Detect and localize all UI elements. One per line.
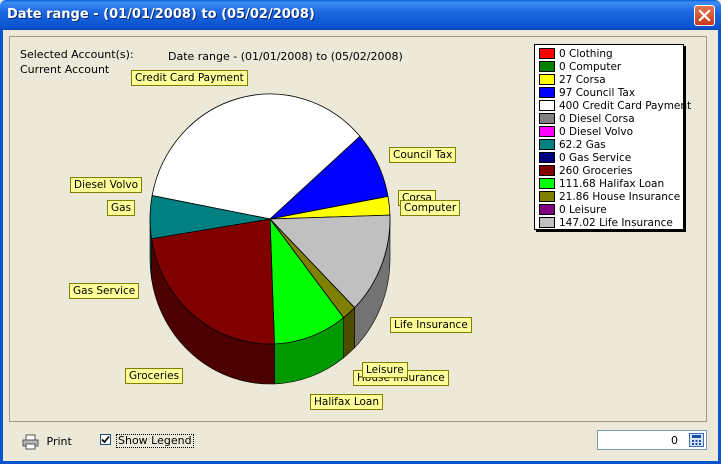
legend-swatch xyxy=(539,73,555,85)
checkmark-icon xyxy=(101,435,110,444)
calculator-icon xyxy=(692,435,701,445)
legend-swatch xyxy=(539,86,555,98)
show-legend-checkbox[interactable] xyxy=(100,434,111,445)
legend-swatch xyxy=(539,138,555,150)
legend-swatch xyxy=(539,216,555,228)
legend-swatch xyxy=(539,164,555,176)
close-icon xyxy=(698,9,711,22)
slice-label-halifax-loan: Halifax Loan xyxy=(310,394,384,410)
legend-item: 62.2 Gas xyxy=(539,138,606,152)
legend-item: 27 Corsa xyxy=(539,73,606,87)
slice-label-diesel-volvo: Diesel Volvo xyxy=(70,177,142,193)
legend-item: 260 Groceries xyxy=(539,164,633,178)
print-label: Print xyxy=(46,435,72,448)
legend-label: 0 Leisure xyxy=(559,204,607,216)
legend-item: 0 Leisure xyxy=(539,203,607,217)
legend-swatch xyxy=(539,151,555,163)
legend-label: 147.02 Life Insurance xyxy=(559,217,673,229)
legend-label: 260 Groceries xyxy=(559,165,633,177)
number-value: 0 xyxy=(671,434,678,447)
legend-label: 27 Corsa xyxy=(559,74,606,86)
legend-label: 97 Council Tax xyxy=(559,87,636,99)
legend-label: 0 Clothing xyxy=(559,48,613,60)
legend-label: 0 Gas Service xyxy=(559,152,632,164)
legend-swatch xyxy=(539,60,555,72)
slice-label-groceries: Groceries xyxy=(125,368,184,384)
title-bar: Date range - (01/01/2008) to (05/02/2008… xyxy=(0,0,721,30)
legend-item: 111.68 Halifax Loan xyxy=(539,177,665,191)
legend-swatch xyxy=(539,190,555,202)
show-legend-label[interactable]: Show Legend xyxy=(116,434,194,448)
legend-item: 400 Credit Card Payment xyxy=(539,99,692,113)
window-frame xyxy=(0,30,721,464)
legend-item: 0 Diesel Volvo xyxy=(539,125,634,139)
number-field[interactable]: 0 xyxy=(597,430,707,450)
printer-icon xyxy=(22,434,39,450)
selected-accounts-label: Selected Account(s): xyxy=(20,48,134,61)
print-button[interactable]: Print xyxy=(22,434,72,450)
chart-legend: 0 Clothing 0 Computer 27 Corsa 97 Council T… xyxy=(534,44,691,230)
legend-label: 0 Diesel Corsa xyxy=(559,113,635,125)
legend-label: 62.2 Gas xyxy=(559,139,606,151)
legend-item: 21.86 House Insurance xyxy=(539,190,681,204)
legend-item: 0 Computer xyxy=(539,60,622,74)
legend-label: 21.86 House Insurance xyxy=(559,191,681,203)
legend-item: 0 Gas Service xyxy=(539,151,632,165)
legend-swatch xyxy=(539,125,555,137)
legend-swatch xyxy=(539,47,555,59)
slice-label-life-insurance: Life Insurance xyxy=(390,317,472,333)
legend-item: 0 Clothing xyxy=(539,47,613,61)
legend-label: 111.68 Halifax Loan xyxy=(559,178,665,190)
legend-swatch xyxy=(539,203,555,215)
slice-label-leisure: Leisure xyxy=(362,362,408,378)
legend-swatch xyxy=(539,99,555,111)
slice-label-council-tax: Council Tax xyxy=(389,147,457,163)
legend-item: 97 Council Tax xyxy=(539,86,636,100)
legend-label: 0 Computer xyxy=(559,61,622,73)
close-button[interactable] xyxy=(694,5,715,26)
legend-label: 400 Credit Card Payment xyxy=(559,100,692,112)
chart-title: Date range - (01/01/2008) to (05/02/2008… xyxy=(168,50,403,63)
legend-item: 0 Diesel Corsa xyxy=(539,112,635,126)
legend-label: 0 Diesel Volvo xyxy=(559,126,634,138)
slice-label-gas: Gas xyxy=(107,200,136,216)
selected-account-name: Current Account xyxy=(20,63,110,76)
slice-label-gas-service: Gas Service xyxy=(69,283,140,299)
window-title: Date range - (01/01/2008) to (05/02/2008… xyxy=(7,7,315,22)
slice-label-computer: Computer xyxy=(400,200,461,216)
slice-label-credit-card-payment: Credit Card Payment xyxy=(131,70,248,86)
chart-panel xyxy=(9,36,707,422)
calculator-button[interactable] xyxy=(689,433,704,447)
legend-item: 147.02 Life Insurance xyxy=(539,216,673,230)
legend-swatch xyxy=(539,112,555,124)
legend-swatch xyxy=(539,177,555,189)
